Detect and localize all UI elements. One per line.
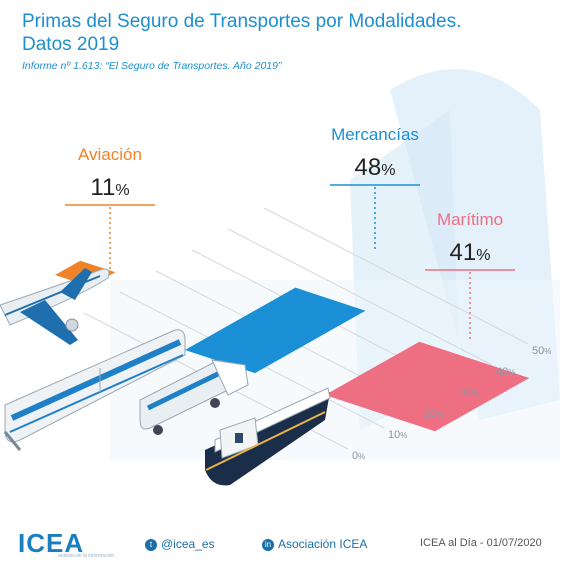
value-label: 48% bbox=[355, 154, 396, 181]
tick-labels: 0% 10% 20% 30% 40% 50% bbox=[352, 345, 551, 462]
chart-subtitle: Informe nº 1.613: “El Seguro de Transpor… bbox=[22, 60, 282, 72]
twitter-handle: @icea_es bbox=[161, 537, 215, 551]
tick-label: 30% bbox=[460, 387, 479, 399]
linkedin-icon: in bbox=[262, 538, 274, 551]
publication-date: ICEA al Día - 01/07/2020 bbox=[420, 537, 542, 549]
bar-chart: 0% 10% 20% 30% 40% 50% Aviación 11% Mercancías 4… bbox=[0, 69, 560, 486]
linkedin-link[interactable]: in Asociación ICEA bbox=[262, 537, 367, 551]
grid-line bbox=[263, 207, 529, 345]
train-icon bbox=[3, 329, 186, 451]
tick-label: 0% bbox=[352, 450, 365, 462]
icea-logo: ICEA bbox=[18, 528, 84, 559]
brand-text: ICEA bbox=[18, 528, 85, 558]
chart-title-line1: Primas del Seguro de Transportes por Mod… bbox=[22, 11, 462, 32]
category-label: Aviación bbox=[78, 145, 142, 164]
bar-3 bbox=[325, 341, 530, 432]
value-label: 11% bbox=[90, 174, 129, 201]
grid-line bbox=[227, 228, 493, 366]
tick-label: 10% bbox=[388, 429, 407, 441]
footer: ICEA análisis de la información t @icea_e… bbox=[0, 520, 567, 567]
chart-title-line2: Datos 2019 bbox=[22, 34, 120, 55]
bar-2 bbox=[185, 287, 366, 374]
tick-label: 40% bbox=[496, 366, 515, 378]
category-label: Marítimo bbox=[437, 210, 503, 229]
twitter-link[interactable]: t @icea_es bbox=[145, 537, 215, 551]
tick-label: 20% bbox=[424, 408, 443, 420]
brand-tagline: análisis de la información bbox=[58, 553, 115, 559]
chart-title: Primas del Seguro de Transportes por Mod… bbox=[22, 10, 522, 56]
ship-icon bbox=[205, 387, 331, 486]
tanker-truck-icon bbox=[139, 359, 249, 435]
linkedin-name: Asociación ICEA bbox=[278, 537, 368, 551]
twitter-icon: t bbox=[145, 538, 157, 551]
airplane-icon bbox=[0, 268, 110, 345]
category-label: Mercancías bbox=[331, 125, 419, 144]
tick-label: 50% bbox=[532, 345, 551, 357]
